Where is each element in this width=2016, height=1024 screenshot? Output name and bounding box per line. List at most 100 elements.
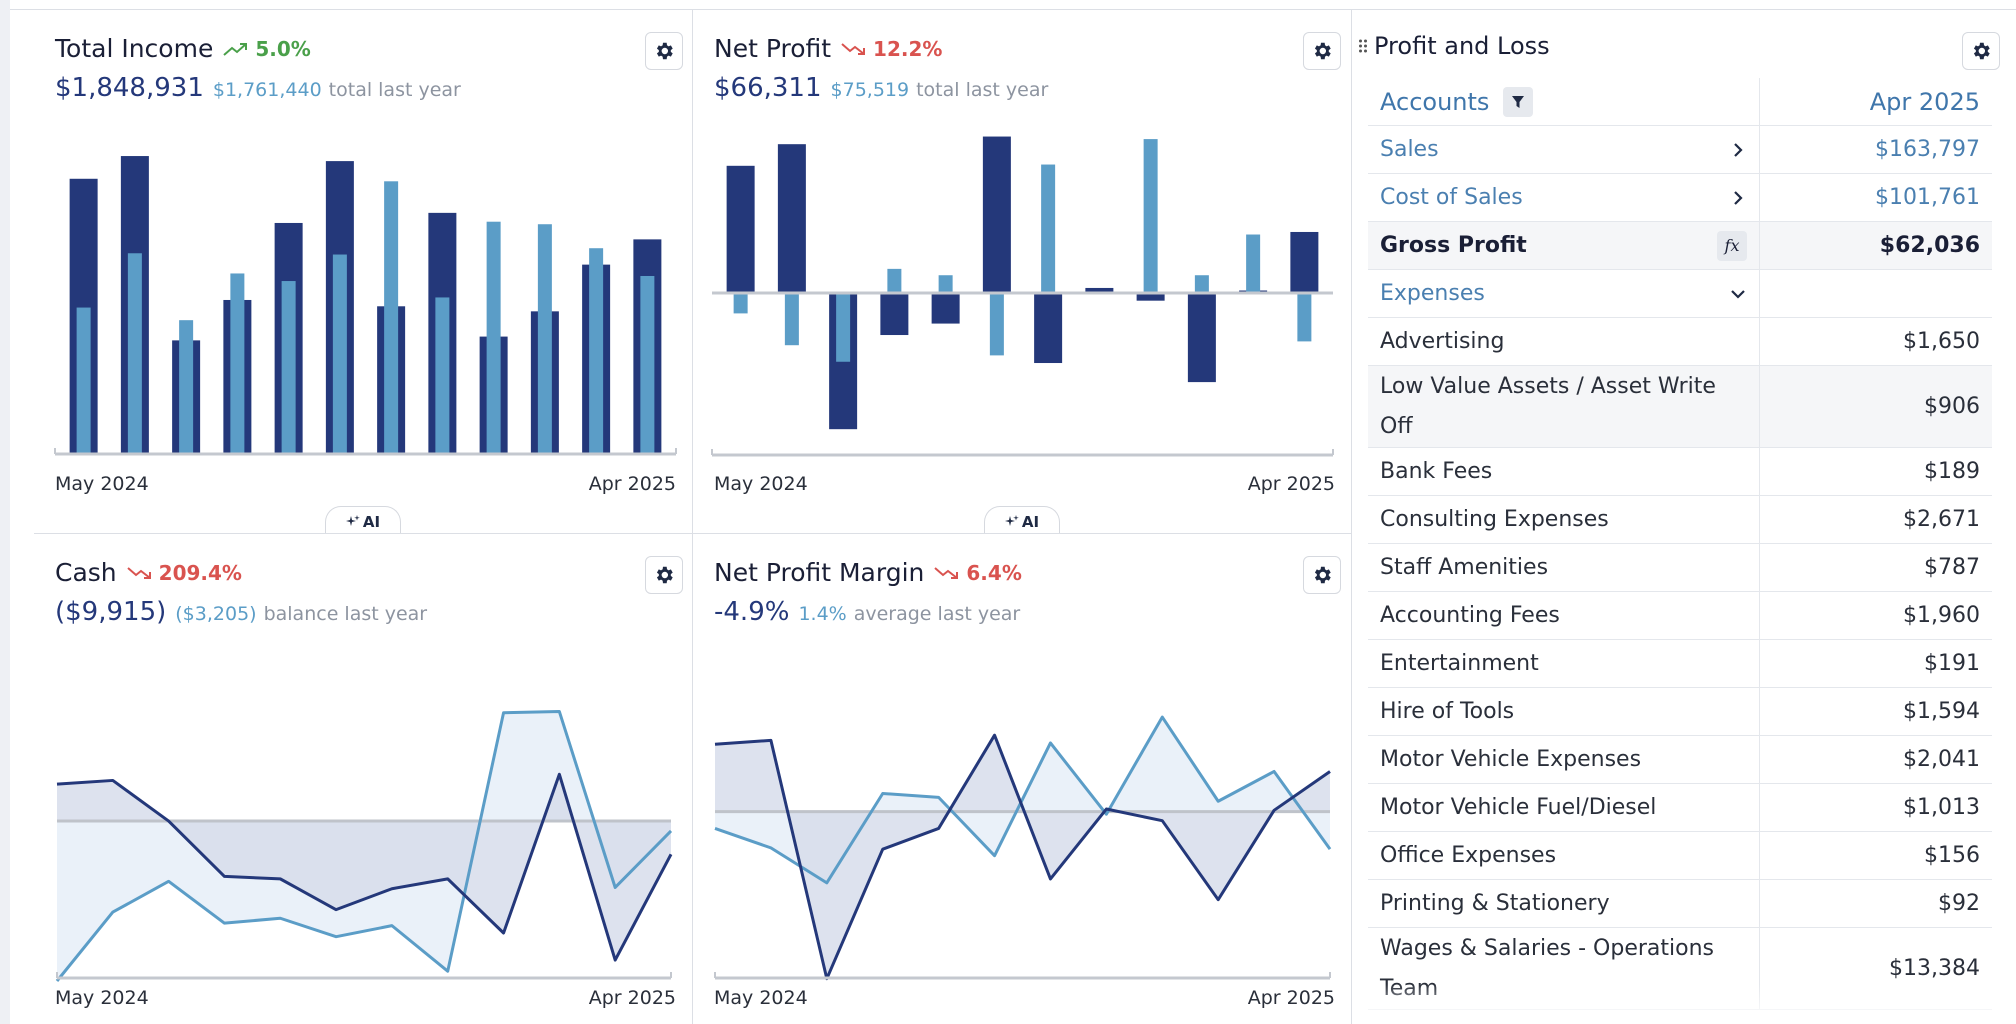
trend-value: 209.4% <box>158 560 242 585</box>
pl-row: Advertising $1,650 <box>1368 318 1992 366</box>
period-header: Apr 2025 <box>1869 87 1980 116</box>
pl-row: Low Value Assets / Asset Write Off $906 <box>1368 366 1992 448</box>
chevron-down-icon[interactable] <box>1729 285 1747 303</box>
panel-title-row: Net Profit Margin 6.4% <box>714 558 1022 587</box>
top-divider <box>10 9 2016 10</box>
x-start-label: May 2024 <box>55 473 149 495</box>
trend-indicator: 209.4% <box>126 560 242 585</box>
settings-button[interactable] <box>645 556 683 594</box>
series-line-secondary <box>55 710 673 982</box>
ai-label: AI <box>1021 512 1040 531</box>
pl-row[interactable]: Sales $163,797 <box>1368 126 1992 174</box>
pl-row-label: Motor Vehicle Expenses <box>1380 746 1642 772</box>
bar-secondary <box>1297 293 1312 342</box>
pl-row: Accounting Fees $1,960 <box>1368 592 1992 640</box>
bar-secondary <box>589 248 604 454</box>
pl-row: Hire of Tools $1,594 <box>1368 688 1992 736</box>
pl-row-account: Expenses <box>1368 270 1760 317</box>
panel-title: Net Profit Margin <box>714 558 925 587</box>
pl-row-value: $1,960 <box>1903 603 1980 628</box>
ai-button[interactable]: AI <box>325 506 401 533</box>
panel-value: -4.9% <box>714 597 790 627</box>
chevron-right-icon[interactable] <box>1729 141 1747 159</box>
pl-row-label: Motor Vehicle Fuel/Diesel <box>1380 794 1657 820</box>
pl-header-account: Accounts <box>1368 78 1760 125</box>
pl-row-account: Cost of Sales <box>1368 174 1760 221</box>
compare-label: total last year <box>916 79 1049 101</box>
series-line-primary <box>56 772 673 962</box>
pl-row-value: $1,594 <box>1903 699 1980 724</box>
filter-button[interactable] <box>1503 86 1534 117</box>
bar-secondary <box>887 268 902 294</box>
bar-primary <box>1085 287 1114 294</box>
pl-row[interactable]: Expenses <box>1368 270 1992 318</box>
bar-secondary <box>1041 164 1056 294</box>
settings-button[interactable] <box>645 32 683 70</box>
bar-secondary <box>486 221 501 454</box>
gear-icon <box>1973 42 1990 60</box>
bar-secondary <box>537 224 552 454</box>
pl-row-label: Expenses <box>1380 280 1485 306</box>
pl-row: Entertainment $191 <box>1368 640 1992 688</box>
pl-row: Bank Fees $189 <box>1368 448 1992 496</box>
pl-row-value: $2,041 <box>1903 747 1980 772</box>
bar-secondary <box>230 273 245 454</box>
panel-title: Cash <box>55 558 117 587</box>
ai-button[interactable]: AI <box>984 506 1060 533</box>
ai-label: AI <box>362 512 381 531</box>
bar-secondary <box>733 293 748 314</box>
x-end-label: Apr 2025 <box>1247 987 1335 1009</box>
chevron-right-icon[interactable] <box>1729 189 1747 207</box>
drag-handle-icon[interactable] <box>1358 38 1368 58</box>
pl-row-label: Printing & Stationery <box>1380 890 1610 916</box>
pl-row-value: $787 <box>1924 555 1980 580</box>
pl-row: Office Expenses $156 <box>1368 832 1992 880</box>
compare-value: $1,761,440 <box>212 79 322 101</box>
filter-icon <box>1512 95 1525 108</box>
bar-secondary <box>1246 234 1261 294</box>
formula-icon[interactable]: fx <box>1717 230 1747 261</box>
x-end-label: Apr 2025 <box>588 987 676 1009</box>
net-profit-panel: Net Profit 12.2% $66,311 $75,519 total l… <box>693 10 1352 534</box>
panel-title-row: Net Profit 12.2% <box>714 34 942 63</box>
left-edge-strip <box>0 0 10 1024</box>
pl-row-account: Entertainment <box>1368 640 1760 687</box>
pl-row-label: Bank Fees <box>1380 458 1493 484</box>
compare-label: balance last year <box>263 603 428 625</box>
bar-primary <box>1290 231 1319 294</box>
settings-button[interactable] <box>1303 32 1341 70</box>
pl-row-label: Sales <box>1380 136 1439 162</box>
pl-row-label: Hire of Tools <box>1380 698 1515 724</box>
pl-table: Accounts Apr 2025 Sales $163,797 Cost of S… <box>1368 78 1992 1010</box>
bar-secondary <box>332 254 347 454</box>
pl-row-account: Consulting Expenses <box>1368 496 1760 543</box>
bar-secondary <box>989 293 1004 356</box>
bar-secondary <box>1143 139 1158 294</box>
trend-indicator: 5.0% <box>223 37 311 61</box>
bar-secondary <box>640 275 655 454</box>
pl-row-account: Advertising <box>1368 318 1760 365</box>
trend-indicator: 12.2% <box>841 37 942 61</box>
settings-button[interactable] <box>1303 556 1341 594</box>
cash-chart <box>55 710 673 982</box>
pl-row: Motor Vehicle Expenses $2,041 <box>1368 736 1992 784</box>
bar-secondary <box>784 293 799 346</box>
pl-row: Staff Amenities $787 <box>1368 544 1992 592</box>
pl-row-value: $906 <box>1924 394 1980 419</box>
pl-row-label: Staff Amenities <box>1380 554 1549 580</box>
pl-row[interactable]: Cost of Sales $101,761 <box>1368 174 1992 222</box>
bar-secondary <box>179 320 194 454</box>
pl-row-account: Motor Vehicle Fuel/Diesel <box>1368 784 1760 831</box>
pl-row-label: Accounting Fees <box>1380 602 1560 628</box>
pl-row-value: $13,384 <box>1889 956 1980 981</box>
gear-icon <box>656 42 673 60</box>
panel-value: ($9,915) <box>55 597 167 627</box>
pl-row-account: Office Expenses <box>1368 832 1760 879</box>
panel-title-row: Total Income 5.0% <box>55 34 311 63</box>
bar-secondary <box>281 281 296 454</box>
settings-button[interactable] <box>1962 32 2000 70</box>
series-line-primary <box>714 733 1331 981</box>
gear-icon <box>656 566 673 584</box>
compare-value: $75,519 <box>830 79 910 101</box>
